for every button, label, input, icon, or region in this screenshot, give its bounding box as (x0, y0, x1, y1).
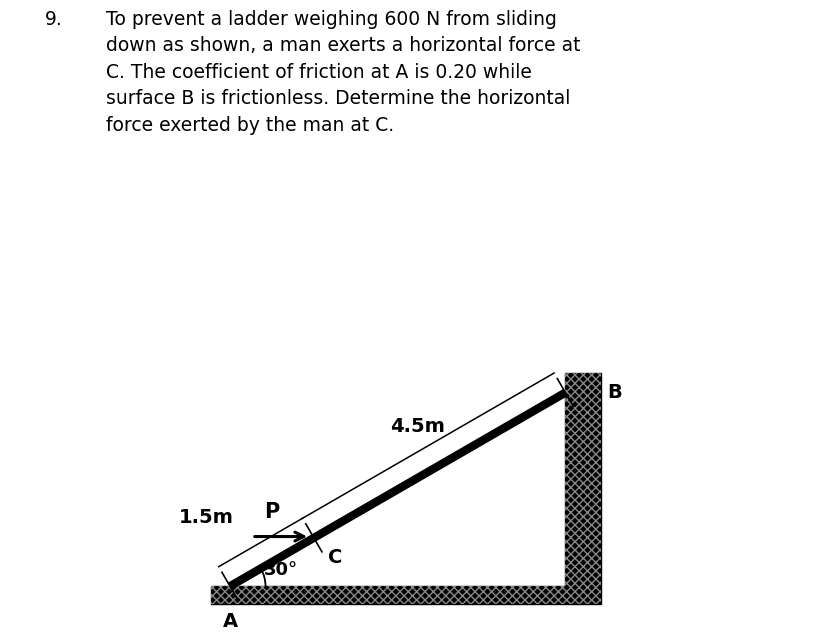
Text: P: P (264, 502, 280, 522)
Text: B: B (607, 383, 622, 402)
Text: C: C (328, 548, 343, 566)
Text: 1.5m: 1.5m (178, 508, 233, 527)
Text: 30°: 30° (263, 561, 298, 579)
Bar (211, 586, 601, 604)
Text: 9.: 9. (45, 10, 63, 29)
Bar (211, 586, 601, 604)
Text: To prevent a ladder weighing 600 N from sliding
down as shown, a man exerts a ho: To prevent a ladder weighing 600 N from … (106, 10, 581, 134)
Text: A: A (222, 612, 237, 631)
Text: 4.5m: 4.5m (389, 417, 444, 435)
Bar (565, 373, 601, 586)
Bar (565, 373, 601, 586)
